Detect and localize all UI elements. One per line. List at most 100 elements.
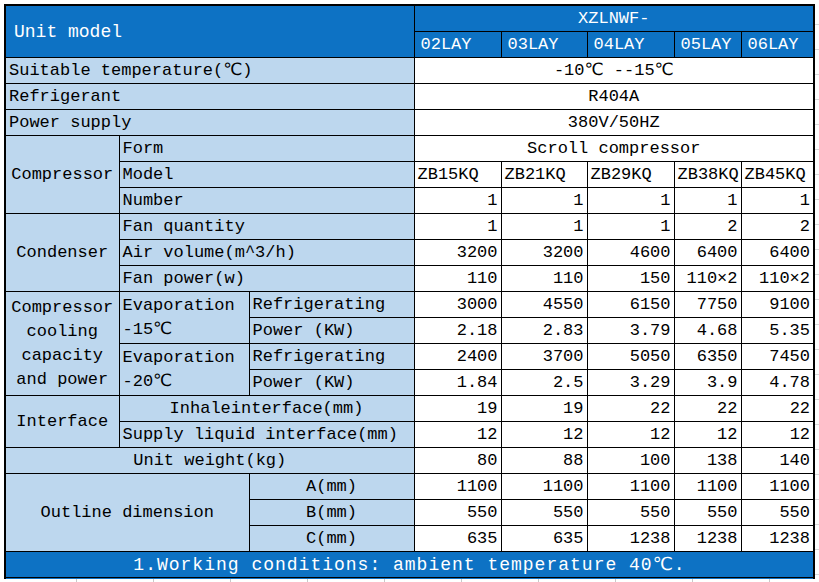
value-cell: 550 xyxy=(674,500,741,526)
value-cell: 1 xyxy=(501,214,587,240)
value-cell: 550 xyxy=(587,500,674,526)
value-cell: 4.68 xyxy=(674,318,741,344)
table-row: Unit model XZLNWF- xyxy=(5,5,814,32)
value-cell: 5050 xyxy=(587,344,674,370)
supply-liquid-interface-label: Supply liquid interface(mm) xyxy=(119,422,414,448)
value-cell: 1 xyxy=(741,188,814,214)
model-column-06lay: 06LAY xyxy=(741,32,814,58)
value-cell: 1 xyxy=(587,214,674,240)
value-cell: 138 xyxy=(674,448,741,474)
value-cell: 550 xyxy=(501,500,587,526)
dimension-a-label: A(mm) xyxy=(249,474,414,500)
table-row: Evaporation -20℃ Refrigerating 2400 3700… xyxy=(5,344,814,370)
table-row: Interface Inhaleinterface(mm) 19 19 22 2… xyxy=(5,396,814,422)
refrigerant-value: R404A xyxy=(414,84,814,110)
value-cell: 7750 xyxy=(674,292,741,318)
value-cell: 3700 xyxy=(501,344,587,370)
table-row: Compressor cooling capacity and power Ev… xyxy=(5,292,814,318)
refrigerating-label: Refrigerating xyxy=(249,344,414,370)
value-cell: 110 xyxy=(414,266,501,292)
value-cell: 1100 xyxy=(674,474,741,500)
value-cell: 1100 xyxy=(741,474,814,500)
interface-group-label: Interface xyxy=(5,396,119,448)
spec-table: Unit model XZLNWF- 02LAY 03LAY 04LAY 05L… xyxy=(4,4,815,582)
value-cell: 6350 xyxy=(674,344,741,370)
value-cell: 1100 xyxy=(414,474,501,500)
value-cell: 1.84 xyxy=(414,370,501,396)
value-cell: 2.83 xyxy=(501,318,587,344)
refrigerating-label: Refrigerating xyxy=(249,292,414,318)
table-row: Model ZB15KQ ZB21KQ ZB29KQ ZB38KQ ZB45KQ xyxy=(5,162,814,188)
note-working-conditions: 1.Working conditions: ambient temperatur… xyxy=(5,552,814,578)
value-cell: 2.18 xyxy=(414,318,501,344)
value-cell: 550 xyxy=(741,500,814,526)
spec-sheet: Unit model XZLNWF- 02LAY 03LAY 04LAY 05L… xyxy=(4,4,815,582)
value-cell: 19 xyxy=(501,396,587,422)
value-cell: 635 xyxy=(501,526,587,552)
value-cell: 3200 xyxy=(501,240,587,266)
value-cell: 2.5 xyxy=(501,370,587,396)
evaporation-15-label: Evaporation -15℃ xyxy=(119,292,249,344)
fan-power-label: Fan power(w) xyxy=(119,266,414,292)
table-row: Condenser Fan quantity 1 1 1 2 2 xyxy=(5,214,814,240)
table-row: Air volume(m^3/h) 3200 3200 4600 6400 64… xyxy=(5,240,814,266)
suitable-temperature-label: Suitable temperature(℃) xyxy=(5,58,414,84)
model-column-03lay: 03LAY xyxy=(501,32,587,58)
value-cell: 550 xyxy=(414,500,501,526)
compressor-form-value: Scroll compressor xyxy=(414,136,814,162)
value-cell: 3000 xyxy=(414,292,501,318)
value-cell: 110×2 xyxy=(741,266,814,292)
value-cell: 110×2 xyxy=(674,266,741,292)
model-column-02lay: 02LAY xyxy=(414,32,501,58)
air-volume-label: Air volume(m^3/h) xyxy=(119,240,414,266)
value-cell: 12 xyxy=(501,422,587,448)
value-cell: 22 xyxy=(674,396,741,422)
value-cell: 12 xyxy=(414,422,501,448)
value-cell: 4600 xyxy=(587,240,674,266)
unit-weight-label: Unit weight(kg) xyxy=(5,448,414,474)
value-cell: 9100 xyxy=(741,292,814,318)
power-supply-label: Power supply xyxy=(5,110,414,136)
value-cell: 1238 xyxy=(741,526,814,552)
evaporation-20-label: Evaporation -20℃ xyxy=(119,344,249,396)
outline-dimension-label: Outline dimension xyxy=(5,474,249,552)
table-row: Number 1 1 1 1 1 xyxy=(5,188,814,214)
value-cell: 140 xyxy=(741,448,814,474)
value-cell: 1 xyxy=(501,188,587,214)
value-cell: 4.78 xyxy=(741,370,814,396)
value-cell: 635 xyxy=(414,526,501,552)
value-cell: 3.29 xyxy=(587,370,674,396)
value-cell: ZB38KQ xyxy=(674,162,741,188)
value-cell: 6400 xyxy=(741,240,814,266)
power-kw-label: Power (KW) xyxy=(249,370,414,396)
value-cell: 2 xyxy=(674,214,741,240)
value-cell: 1238 xyxy=(587,526,674,552)
value-cell: 6400 xyxy=(674,240,741,266)
value-cell: 1100 xyxy=(501,474,587,500)
table-row: Fan power(w) 110 110 150 110×2 110×2 xyxy=(5,266,814,292)
dimension-c-label: C(mm) xyxy=(249,526,414,552)
unit-model-header: Unit model xyxy=(5,5,414,58)
suitable-temperature-value: -10℃ --15℃ xyxy=(414,58,814,84)
value-cell: 22 xyxy=(587,396,674,422)
model-column-04lay: 04LAY xyxy=(587,32,674,58)
power-kw-label: Power (KW) xyxy=(249,318,414,344)
value-cell: 3200 xyxy=(414,240,501,266)
value-cell: 22 xyxy=(741,396,814,422)
value-cell: ZB45KQ xyxy=(741,162,814,188)
cooling-group-label: Compressor cooling capacity and power xyxy=(5,292,119,396)
spreadsheet-grid-remnant-right xyxy=(815,0,819,579)
compressor-form-label: Form xyxy=(119,136,414,162)
value-cell: 12 xyxy=(741,422,814,448)
table-row: Supply liquid interface(mm) 12 12 12 12 … xyxy=(5,422,814,448)
value-cell: 88 xyxy=(501,448,587,474)
value-cell: 2 xyxy=(741,214,814,240)
value-cell: 1 xyxy=(414,188,501,214)
table-row: Unit weight(kg) 80 88 100 138 140 xyxy=(5,448,814,474)
condenser-group-label: Condenser xyxy=(5,214,119,292)
value-cell: 1 xyxy=(414,214,501,240)
value-cell: 3.79 xyxy=(587,318,674,344)
table-row: Refrigerant R404A xyxy=(5,84,814,110)
value-cell: 5.35 xyxy=(741,318,814,344)
value-cell: 3.9 xyxy=(674,370,741,396)
